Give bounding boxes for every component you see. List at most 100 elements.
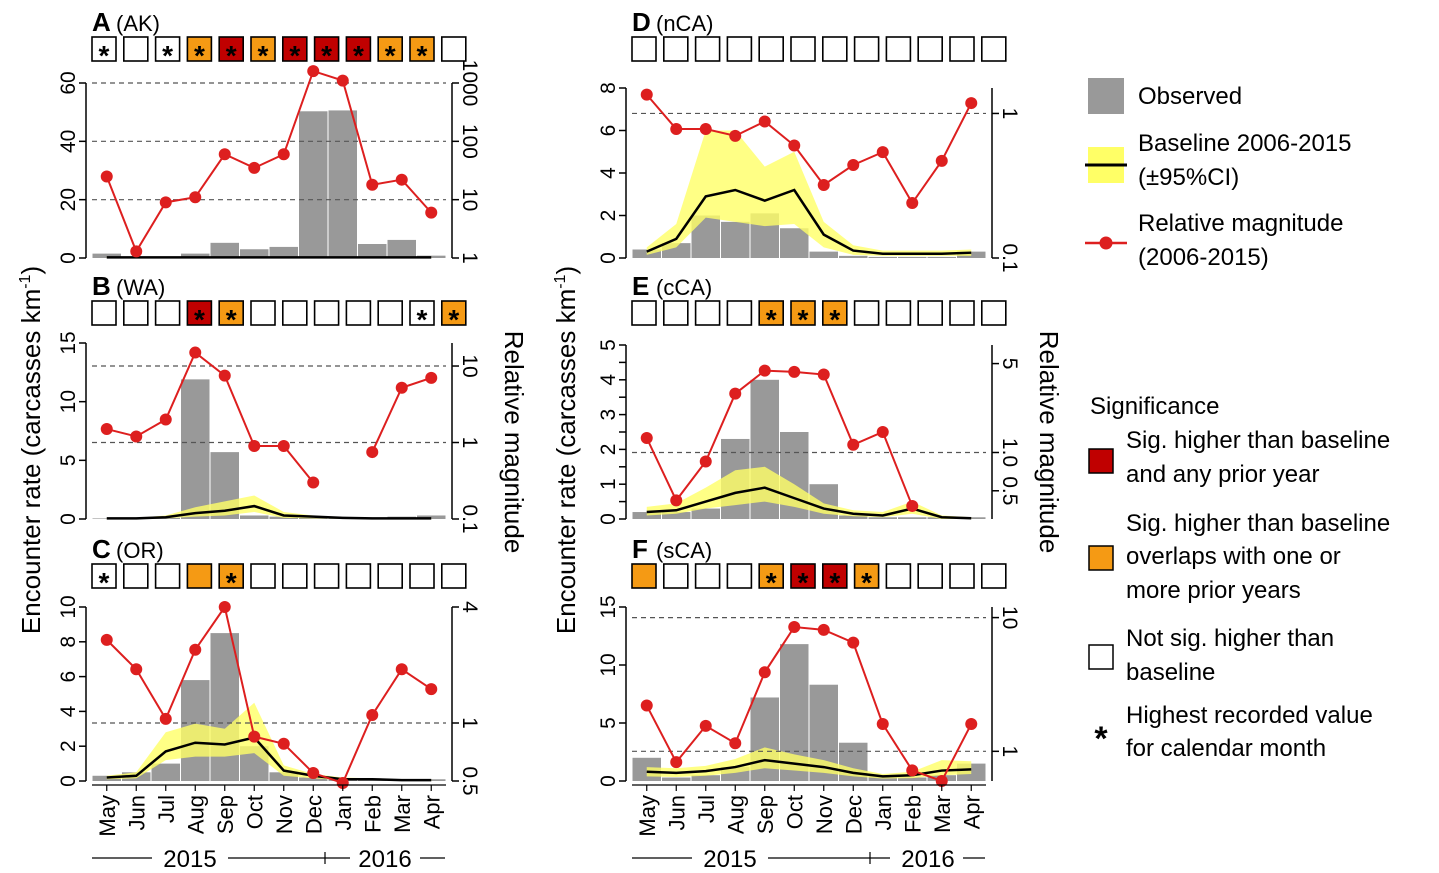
star-marker: *	[226, 304, 237, 335]
month-label: Sep	[753, 795, 778, 834]
right-axis-tick-label: 1	[458, 717, 481, 729]
significance-box	[790, 36, 816, 62]
month-label: Mar	[930, 795, 955, 833]
legend-relmag-label-1: Relative magnitude	[1138, 210, 1343, 237]
baseline-line	[646, 758, 972, 778]
relative-magnitude-point	[100, 633, 113, 646]
relative-magnitude-point	[906, 499, 919, 512]
relative-magnitude-point	[670, 756, 683, 769]
left-axis-tick-label: 3	[597, 409, 620, 421]
relative-magnitude-point	[395, 173, 408, 186]
relative-magnitude-point	[699, 455, 712, 468]
significance-box	[694, 563, 721, 589]
observed-bar	[898, 256, 927, 258]
right-axis-tick-label: 1000	[458, 60, 481, 107]
significance-box	[821, 300, 848, 326]
star-marker: *	[258, 40, 269, 71]
baseline-line	[646, 188, 972, 255]
significance-box	[694, 300, 721, 326]
significance-box	[821, 36, 848, 62]
legend-baseline-label-1: Baseline 2006-2015	[1138, 130, 1352, 157]
star-marker: *	[448, 304, 459, 335]
significance-box	[917, 563, 944, 589]
relative-magnitude-point	[640, 699, 653, 712]
month-label: Feb	[900, 795, 925, 833]
year-2015-left: 2015	[163, 846, 216, 873]
relative-magnitude-point	[876, 718, 889, 731]
relative-magnitude-point	[640, 431, 653, 444]
observed-bar	[721, 221, 750, 258]
relative-magnitude-point	[965, 97, 978, 110]
legend-star-symbol: *	[1094, 720, 1108, 758]
legend-sig-orange-label-2: overlaps with one or	[1126, 543, 1341, 570]
relative-magnitude-line	[106, 350, 432, 484]
right-axis-tick-label: 100	[458, 124, 481, 159]
significance-box	[631, 300, 657, 326]
left-axis-tick-label: 15	[597, 595, 620, 618]
relative-magnitude-point	[640, 88, 653, 101]
month-label: Jan	[871, 795, 896, 830]
left-axis-tick-label: 0	[597, 513, 620, 525]
left-axis-tick-label: 0	[57, 252, 80, 264]
relative-magnitude-point	[189, 191, 202, 204]
relative-magnitude-point	[670, 494, 683, 507]
panel-region: (sCA)	[656, 538, 712, 563]
observed-bar	[181, 253, 210, 258]
relative-magnitude-point	[100, 170, 113, 183]
significance-box	[345, 563, 372, 589]
significance-box	[91, 300, 117, 326]
left-axis-tick-label: 6	[597, 125, 620, 137]
relative-magnitude-point	[758, 115, 771, 128]
legend-sig-orange-swatch	[1088, 545, 1114, 571]
significance-box	[91, 563, 117, 589]
relative-magnitude-point	[218, 601, 231, 613]
right-axis-tick-label: 1	[998, 108, 1021, 120]
relative-magnitude-point	[366, 178, 379, 191]
significance-box	[917, 36, 944, 62]
significance-box	[980, 563, 1007, 589]
left-axis-tick-label: 60	[57, 71, 80, 94]
observed-bar	[269, 246, 298, 258]
month-label: Dec	[841, 795, 866, 834]
relative-magnitude-point	[395, 663, 408, 676]
observed-bar	[328, 110, 357, 259]
legend-sig-orange-label-3: more prior years	[1126, 577, 1301, 604]
month-label: Apr	[419, 795, 444, 829]
significance-box	[250, 563, 276, 589]
month-label: Oct	[242, 795, 267, 829]
relative-magnitude-point	[425, 683, 438, 696]
relative-magnitude-point	[366, 446, 379, 459]
observed-bar	[299, 777, 328, 781]
relative-magnitude-point	[729, 387, 742, 400]
panel-letter: D	[632, 7, 651, 37]
legend-sig-none-swatch	[1088, 644, 1114, 670]
observed-bar	[898, 777, 927, 781]
significance-box	[662, 36, 689, 62]
year-axis-right: 2015 2016	[632, 846, 985, 873]
right-axis-tick-label: 10	[998, 606, 1021, 629]
observed-bar	[387, 239, 416, 258]
panel-letter: B	[92, 271, 111, 301]
observed-bar	[691, 508, 720, 519]
baseline-ci-band	[646, 130, 972, 256]
significance-box	[790, 300, 816, 326]
year-axis-left: 2015 2016	[92, 846, 445, 873]
observed-bar	[780, 228, 809, 258]
star-marker: *	[194, 304, 205, 335]
legend-relmag-label-2: (2006-2015)	[1138, 244, 1269, 271]
relative-magnitude-point	[159, 413, 172, 426]
panel-region: (cCA)	[656, 275, 712, 300]
relative-magnitude-line	[105, 69, 432, 254]
relative-magnitude-point	[729, 737, 742, 750]
star-marker: *	[99, 567, 110, 598]
left-axis-tick-label: 2	[57, 740, 80, 752]
relative-magnitude-point	[699, 719, 712, 732]
legend-sig-none-label-1: Not sig. higher than	[1126, 625, 1334, 652]
month-label: Jan	[331, 795, 356, 830]
relative-magnitude-point	[189, 643, 202, 656]
significance-box	[885, 36, 912, 62]
relative-magnitude-point	[366, 709, 379, 722]
relative-magnitude-point	[935, 154, 948, 167]
baseline-line	[106, 504, 432, 520]
